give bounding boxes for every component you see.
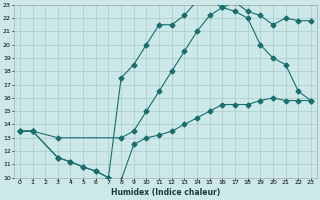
- X-axis label: Humidex (Indice chaleur): Humidex (Indice chaleur): [111, 188, 220, 197]
